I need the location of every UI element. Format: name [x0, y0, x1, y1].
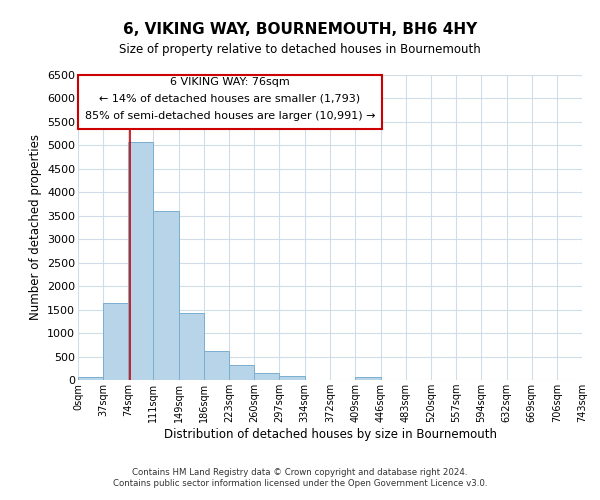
- Text: 85% of semi-detached houses are larger (10,991) →: 85% of semi-detached houses are larger (…: [85, 112, 375, 122]
- Bar: [254, 372, 280, 380]
- X-axis label: Distribution of detached houses by size in Bournemouth: Distribution of detached houses by size …: [163, 428, 497, 441]
- FancyBboxPatch shape: [78, 75, 382, 129]
- Bar: [280, 376, 305, 380]
- Text: Size of property relative to detached houses in Bournemouth: Size of property relative to detached ho…: [119, 42, 481, 56]
- Y-axis label: Number of detached properties: Number of detached properties: [29, 134, 41, 320]
- Text: 6, VIKING WAY, BOURNEMOUTH, BH6 4HY: 6, VIKING WAY, BOURNEMOUTH, BH6 4HY: [123, 22, 477, 38]
- Bar: [78, 377, 103, 380]
- Bar: [355, 377, 380, 380]
- Text: ← 14% of detached houses are smaller (1,793): ← 14% of detached houses are smaller (1,…: [100, 94, 361, 104]
- Text: Contains HM Land Registry data © Crown copyright and database right 2024.
Contai: Contains HM Land Registry data © Crown c…: [113, 468, 487, 487]
- Bar: [128, 142, 153, 380]
- Text: 6 VIKING WAY: 76sqm: 6 VIKING WAY: 76sqm: [170, 76, 290, 86]
- Bar: [103, 302, 128, 380]
- Bar: [153, 211, 179, 380]
- Bar: [204, 351, 229, 380]
- Bar: [179, 313, 204, 380]
- Bar: [229, 366, 254, 380]
